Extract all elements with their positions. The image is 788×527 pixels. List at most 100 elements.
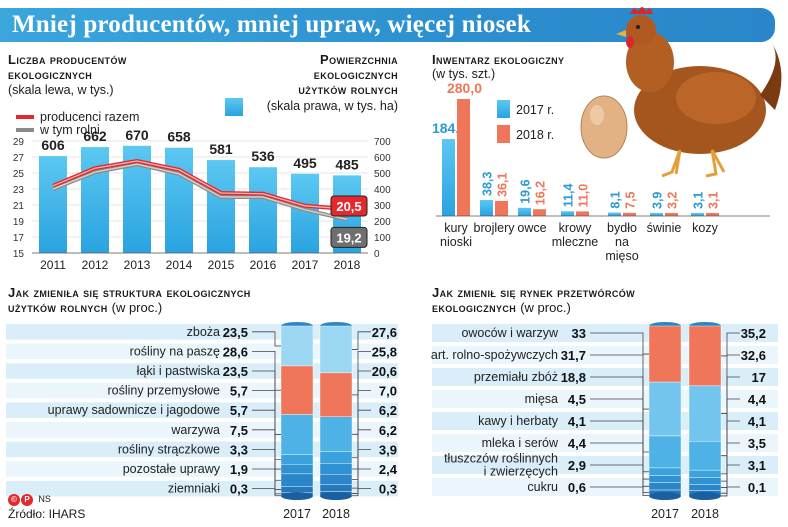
- connector-2017: [252, 468, 281, 495]
- connector-2017: [590, 464, 649, 493]
- producers-chart: 29 27 25 23 21 19 17 15 700 600 500 400 300 200 100 0 60…: [13, 98, 391, 272]
- livestock-value-label: 3,1: [707, 192, 721, 209]
- connector-2018: [721, 464, 740, 494]
- area-subtitle: (skala prawa, w tys. ha): [266, 99, 398, 113]
- value-2018: 17: [752, 370, 766, 385]
- row-label: cukru: [527, 480, 558, 494]
- legend-total-label: producenci razem: [40, 110, 139, 124]
- value-2018: 0,3: [379, 482, 397, 497]
- processors-title: Jak zmienił się rynek przetwórców ekolog…: [432, 285, 635, 315]
- livestock-bar: [457, 99, 470, 216]
- value-2018: 6,2: [379, 423, 397, 438]
- livestock-bar: [576, 211, 589, 216]
- stack-segment: [688, 477, 722, 485]
- stack-segment: [319, 451, 353, 464]
- area-value-label: 495: [293, 155, 317, 171]
- area-title: Powierzchnia ekologicznych użytków rolny…: [298, 52, 398, 97]
- livestock-value-label: 36,1: [496, 173, 510, 197]
- row-label: pozostałe uprawy: [123, 462, 221, 476]
- stack-segment: [648, 381, 682, 437]
- row-label: mleka i serów: [482, 436, 559, 450]
- value-2017: 0,3: [230, 482, 248, 497]
- livestock-category-label: nioski: [440, 235, 472, 249]
- value-2017: 18,8: [561, 370, 586, 385]
- farm-end-badge: [330, 226, 368, 248]
- farm-producers-line-highlight: [52, 163, 348, 221]
- stack-segment: [280, 473, 314, 487]
- total-producers-line-highlight: [52, 160, 348, 210]
- livestock-value-label: 38,3: [481, 172, 495, 196]
- page-title: Mniej producentów, mniej upraw, więcej n…: [12, 11, 531, 38]
- row-label: art. rolno-spożywczych: [431, 348, 558, 362]
- x-tick-label: 2011: [40, 258, 66, 272]
- hen-head: [626, 15, 656, 45]
- value-2018: 3,9: [379, 442, 397, 457]
- stack-segment: [280, 464, 314, 475]
- column-year-label: 2018: [322, 507, 350, 521]
- livestock-category-label: krowy: [559, 221, 592, 235]
- left-tick-label: 25: [13, 169, 25, 180]
- structure-unit: (w proc.): [111, 300, 163, 315]
- legend-farm-label: w tym rolni: [39, 123, 100, 137]
- structure-title-line: użytków rolnych: [8, 300, 108, 315]
- source-note: Źródło: IHARS: [8, 507, 86, 521]
- value-2017: 3,3: [230, 442, 248, 457]
- hen-tail: [760, 40, 782, 110]
- row-label: łąki i pastwiska: [137, 364, 220, 378]
- producers-subtitle: (skala lewa, w tys.): [8, 83, 114, 97]
- livestock-value-label: 7,5: [624, 191, 638, 208]
- stack-segment: [319, 325, 353, 374]
- stack-segment: [319, 484, 353, 492]
- livestock-bar: [623, 212, 636, 216]
- value-2018: 25,8: [372, 344, 397, 359]
- livestock-category-label: kury: [444, 221, 468, 235]
- right-tick-label: 100: [374, 233, 391, 244]
- structure-title-line2: użytków rolnych (w proc.): [8, 300, 251, 315]
- livestock-category-label: owce: [517, 221, 546, 235]
- value-2018: 0,1: [748, 480, 766, 495]
- value-2018: 3,5: [748, 436, 766, 451]
- value-2017: 7,5: [230, 423, 248, 438]
- decorations: [580, 7, 782, 178]
- connector-2017: [590, 486, 649, 496]
- livestock-bar: [495, 200, 508, 216]
- livestock-category-label: na: [615, 235, 629, 249]
- value-2018: 7,0: [379, 384, 397, 399]
- area-bar: [39, 156, 67, 253]
- total-end-badge: [330, 195, 368, 217]
- column-base: [320, 492, 352, 500]
- area-value-label: 606: [41, 137, 65, 153]
- area-bar: [165, 147, 193, 253]
- livestock-value-label: 19,6: [519, 179, 533, 203]
- x-tick-label: 2017: [292, 258, 319, 272]
- value-2017: 23,5: [223, 325, 248, 340]
- right-tick-label: 600: [374, 153, 391, 164]
- hen-eye: [636, 25, 640, 29]
- value-2018: 32,6: [741, 348, 766, 363]
- right-tick-label: 700: [374, 137, 391, 148]
- livestock-bar: [608, 212, 621, 216]
- x-tick-label: 2016: [250, 258, 277, 272]
- stack-segment: [280, 325, 314, 367]
- stack-segment: [688, 484, 722, 491]
- legend-2018-label: 2018 r.: [516, 128, 554, 142]
- right-tick-label: 300: [374, 201, 391, 212]
- column-base: [281, 492, 313, 500]
- column-year-label: 2017: [283, 507, 311, 521]
- egg-icon: [580, 95, 628, 159]
- right-tick-label: 400: [374, 185, 391, 196]
- stack-segment: [688, 469, 722, 478]
- area-value-label: 658: [167, 129, 191, 145]
- value-2017: 2,9: [568, 458, 586, 473]
- livestock-category-label: kozy: [692, 221, 718, 235]
- row-label: rośliny na paszę: [130, 344, 220, 358]
- legend-2018-swatch: [497, 125, 510, 143]
- value-2017: 33: [572, 326, 586, 341]
- legend-2017-label: 2017 r.: [516, 103, 554, 117]
- row-label: ziemniaki: [168, 482, 220, 496]
- area-title-line: użytków rolnych: [298, 82, 398, 97]
- right-tick-label: 500: [374, 169, 391, 180]
- column-year-label: 2018: [691, 507, 719, 521]
- stack-segment: [319, 372, 353, 417]
- hen-beak: [616, 30, 626, 37]
